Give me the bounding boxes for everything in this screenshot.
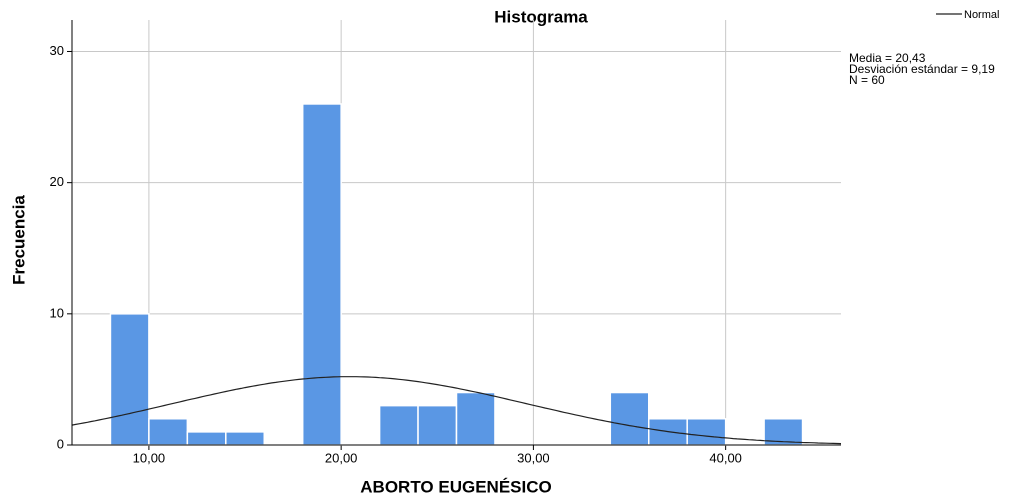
bar — [378, 404, 419, 446]
stat-n: N = 60 — [849, 73, 885, 87]
bar — [455, 391, 496, 446]
bar — [186, 431, 227, 446]
bar — [686, 418, 727, 446]
bar — [225, 431, 266, 446]
chart-title: Histograma — [494, 7, 588, 26]
y-tick-label: 20 — [50, 174, 64, 189]
y-tick-label: 30 — [50, 43, 64, 58]
x-tick-label: 30,00 — [517, 450, 550, 465]
bar — [609, 391, 650, 446]
x-tick-label: 20,00 — [325, 450, 358, 465]
bar — [148, 418, 189, 446]
normal-curve — [71, 376, 842, 445]
y-tick-label: 10 — [50, 305, 64, 320]
bar — [417, 404, 458, 446]
x-axis-label: ABORTO EUGENÉSICO — [360, 477, 551, 496]
legend-label: Normal — [964, 9, 999, 21]
stat-mean: Media = 20,43 — [849, 51, 926, 65]
stat-sd: Desviación estándar = 9,19 — [849, 62, 995, 76]
x-tick-label: 40,00 — [709, 450, 742, 465]
bar — [301, 103, 342, 446]
x-tick-label: 10,00 — [133, 450, 166, 465]
y-tick-label: 0 — [57, 436, 64, 451]
bar — [109, 313, 150, 446]
y-axis-label: Frecuencia — [9, 195, 28, 285]
